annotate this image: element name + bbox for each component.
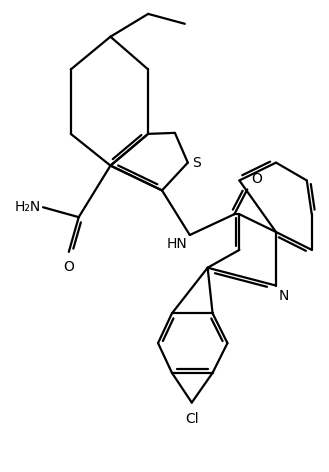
Text: H₂N: H₂N bbox=[15, 200, 41, 214]
Text: N: N bbox=[279, 288, 290, 303]
Text: O: O bbox=[63, 260, 74, 274]
Text: S: S bbox=[192, 156, 200, 169]
Text: HN: HN bbox=[167, 237, 188, 251]
Text: Cl: Cl bbox=[185, 413, 199, 427]
Text: O: O bbox=[251, 172, 262, 186]
